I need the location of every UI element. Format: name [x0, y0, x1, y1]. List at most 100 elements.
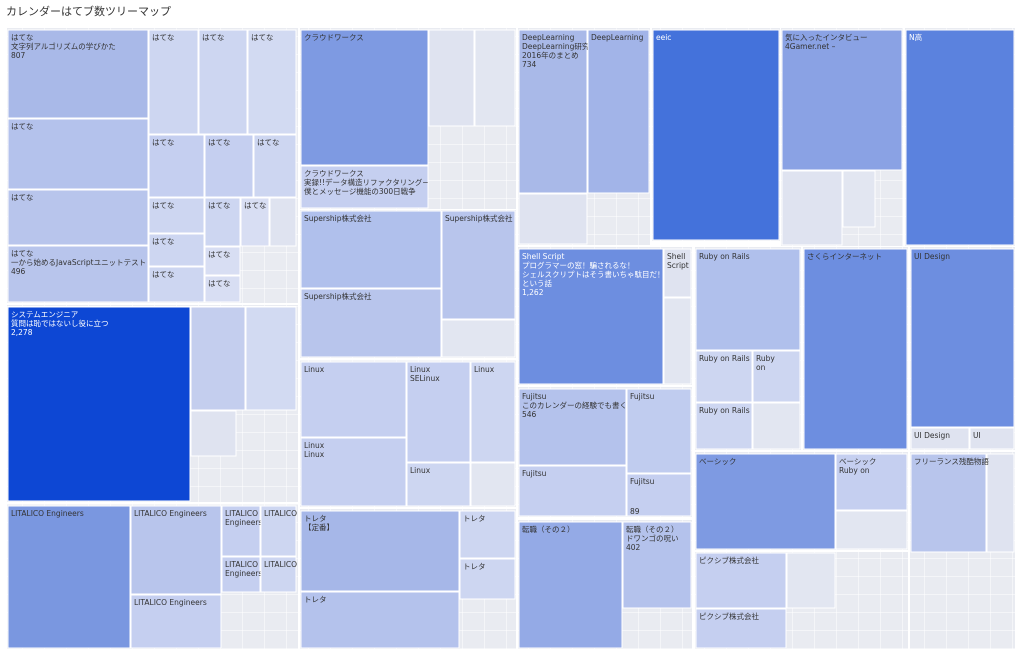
- tile: [695, 350, 753, 403]
- tile: [7, 245, 149, 303]
- tile-label: UI Design: [914, 431, 950, 440]
- tile-label: LITALICO: [264, 509, 297, 518]
- tiles: はてな文字列アルゴリズムの学びかた807はてなはてなはてな一から始めるJavaS…: [7, 29, 1015, 649]
- tile-label: UI: [973, 431, 981, 440]
- filler-tile: [986, 453, 1015, 553]
- tile: [300, 591, 460, 649]
- tile-label: はてな: [251, 33, 274, 42]
- tile: [441, 210, 516, 320]
- tile-label: はてな: [208, 201, 231, 210]
- tile: [148, 233, 205, 267]
- tile-label: Ruby on Rails: [699, 252, 750, 261]
- tile-label: on: [756, 363, 766, 372]
- tile-label: Ruby on: [839, 466, 870, 475]
- tile-label: はてな: [152, 201, 175, 210]
- tile: [622, 521, 692, 609]
- tile: [221, 556, 261, 593]
- tile-label: 89: [630, 507, 640, 516]
- tile-label: Ruby on Rails: [699, 406, 750, 415]
- tile: [148, 134, 205, 198]
- tile-label: トレタ: [304, 514, 327, 523]
- filler-tile: [518, 193, 588, 245]
- tile: [300, 288, 442, 358]
- tile-label: DeepLearning: [591, 33, 644, 42]
- tile: [148, 29, 199, 135]
- tile-label: はてな: [202, 33, 225, 42]
- tile-label: LITALICO: [264, 560, 297, 569]
- tile-label: 転職（その２）: [626, 525, 679, 534]
- tile-label: 気に入ったインタビュー: [785, 32, 868, 42]
- filler-tile: [428, 29, 475, 127]
- tile-label: フリーランス残酷物語: [914, 456, 989, 466]
- tile-label: はてな: [208, 250, 231, 259]
- tile: [148, 197, 205, 234]
- tile: [518, 465, 627, 517]
- tile: [626, 473, 692, 517]
- tile-label: Linux: [304, 441, 325, 450]
- tile-label: UI Design: [914, 252, 950, 261]
- tile: [7, 505, 131, 649]
- tile: [459, 510, 516, 559]
- filler-tile: [842, 170, 876, 228]
- tile: [518, 29, 588, 194]
- tile-label: eeic: [656, 33, 671, 42]
- tile-label: 2,278: [11, 328, 33, 337]
- tile-label: Supership株式会社: [445, 213, 513, 223]
- tile: [459, 558, 516, 600]
- tile-label: Engineers: [225, 518, 262, 527]
- tile: [300, 361, 407, 438]
- tile-label: DeepLearning: [522, 33, 575, 42]
- tile-label: Engineers: [225, 569, 262, 578]
- tile: [803, 248, 908, 450]
- tile: [204, 197, 241, 247]
- tile: [260, 505, 297, 557]
- filler-tile: [190, 410, 237, 457]
- tile-label: 546: [522, 410, 537, 419]
- tile: [198, 29, 248, 135]
- tile-label: はてな: [208, 138, 231, 147]
- tile-label: Supership株式会社: [304, 213, 372, 223]
- tile-label: Fujitsu: [630, 392, 655, 401]
- tile-label: クラウドワークス: [304, 33, 364, 42]
- tile: [148, 266, 205, 303]
- tile-label: シェルスクリプトはそう書いちゃ駄目だ！！: [522, 269, 672, 279]
- filler-tile: [245, 306, 297, 411]
- tile: [905, 29, 1015, 246]
- tile: [695, 552, 787, 609]
- tile-label: 4Gamer.net –: [785, 42, 836, 51]
- tile-label: DeepLearning研究: [522, 41, 590, 51]
- tile: [300, 437, 407, 507]
- tile-label: このカレンダーの経験でも書くか: [522, 400, 635, 410]
- filler-tile: [663, 297, 692, 385]
- tile-label: Shell: [667, 252, 685, 261]
- tile-label: ドワンゴの呪い: [626, 533, 679, 543]
- tile: [300, 165, 429, 209]
- tile-label: SELinux: [410, 374, 440, 383]
- tile-label: Ruby: [756, 354, 775, 363]
- tile-label: ピクシブ株式会社: [699, 555, 759, 565]
- tile-label: 734: [522, 60, 537, 69]
- tile-label: トレタ: [463, 514, 486, 523]
- tile-label: 496: [11, 267, 26, 276]
- tile-label: 2016年のまとめ: [522, 50, 579, 60]
- tile-label: 402: [626, 543, 641, 552]
- tile: [470, 361, 516, 463]
- tile: [240, 197, 270, 247]
- tile: [910, 427, 970, 450]
- tile-label: Fujitsu: [630, 477, 655, 486]
- tile: [7, 29, 149, 119]
- tile: [300, 29, 429, 166]
- tile-label: 1,262: [522, 288, 544, 297]
- tile: [910, 248, 1015, 428]
- tile: [518, 388, 627, 466]
- tile: [300, 210, 442, 289]
- tile: [781, 29, 903, 171]
- filler-tile: [269, 197, 297, 247]
- tile-label: Linux: [304, 365, 325, 374]
- tile-label: Supership株式会社: [304, 291, 372, 301]
- tile-label: 実録!!データ構造リファクタリング−: [304, 177, 429, 187]
- tile-label: Script: [667, 261, 689, 270]
- tile: [752, 350, 801, 403]
- tile-label: はてな: [11, 193, 34, 202]
